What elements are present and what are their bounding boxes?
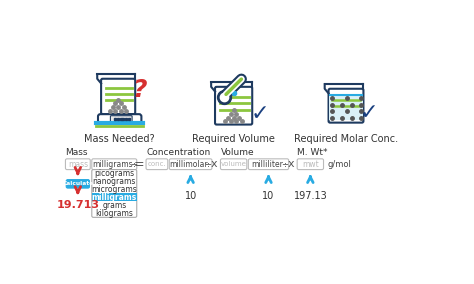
Text: 10: 10 (263, 191, 274, 201)
Text: Mass Needed?: Mass Needed? (84, 134, 155, 144)
FancyBboxPatch shape (101, 79, 135, 114)
Text: volume: volume (221, 161, 246, 167)
Text: Volume: Volume (220, 148, 254, 157)
Text: Calculate: Calculate (62, 181, 93, 186)
Text: 19.713: 19.713 (56, 201, 100, 210)
Text: milligrams: milligrams (91, 193, 137, 202)
Text: Mass: Mass (65, 148, 88, 157)
Text: millimolar: millimolar (170, 160, 209, 169)
Text: ÷: ÷ (130, 160, 137, 169)
FancyBboxPatch shape (248, 159, 289, 170)
Text: milliliter: milliliter (251, 160, 283, 169)
FancyBboxPatch shape (297, 159, 324, 170)
Text: nanograms: nanograms (92, 177, 136, 186)
Text: milligrams: milligrams (92, 160, 133, 169)
Text: conc.: conc. (147, 161, 166, 167)
FancyBboxPatch shape (169, 159, 212, 170)
FancyBboxPatch shape (92, 170, 137, 217)
Text: x: x (288, 159, 294, 169)
Text: kilograms: kilograms (95, 209, 133, 218)
Text: ÷: ÷ (281, 160, 288, 169)
Text: Required Volume: Required Volume (192, 134, 275, 144)
Text: ✓: ✓ (251, 104, 269, 124)
Text: mass: mass (68, 160, 88, 169)
FancyBboxPatch shape (65, 159, 90, 170)
Text: Concentration: Concentration (146, 148, 210, 157)
Text: ✓: ✓ (360, 103, 379, 123)
Text: ?: ? (133, 78, 147, 102)
Text: 197.13: 197.13 (293, 191, 327, 201)
Text: ÷: ÷ (205, 160, 211, 169)
Text: M. Wt*: M. Wt* (297, 148, 328, 157)
FancyBboxPatch shape (328, 89, 364, 123)
Text: g/mol: g/mol (328, 160, 351, 169)
Text: x: x (211, 159, 218, 169)
FancyBboxPatch shape (66, 179, 90, 188)
FancyBboxPatch shape (98, 114, 141, 124)
Text: =: = (134, 158, 145, 171)
Text: micrograms: micrograms (91, 185, 137, 194)
Text: picograms: picograms (94, 169, 134, 178)
Text: Required Molar Conc.: Required Molar Conc. (294, 134, 398, 144)
FancyBboxPatch shape (215, 87, 252, 125)
Bar (92, 193, 137, 201)
Text: mwt: mwt (302, 160, 319, 169)
FancyBboxPatch shape (92, 159, 137, 170)
FancyBboxPatch shape (146, 159, 168, 170)
Text: grams: grams (102, 201, 127, 210)
FancyBboxPatch shape (110, 116, 132, 122)
Bar (329, 95, 363, 120)
Text: 10: 10 (184, 191, 197, 201)
FancyBboxPatch shape (220, 159, 247, 170)
